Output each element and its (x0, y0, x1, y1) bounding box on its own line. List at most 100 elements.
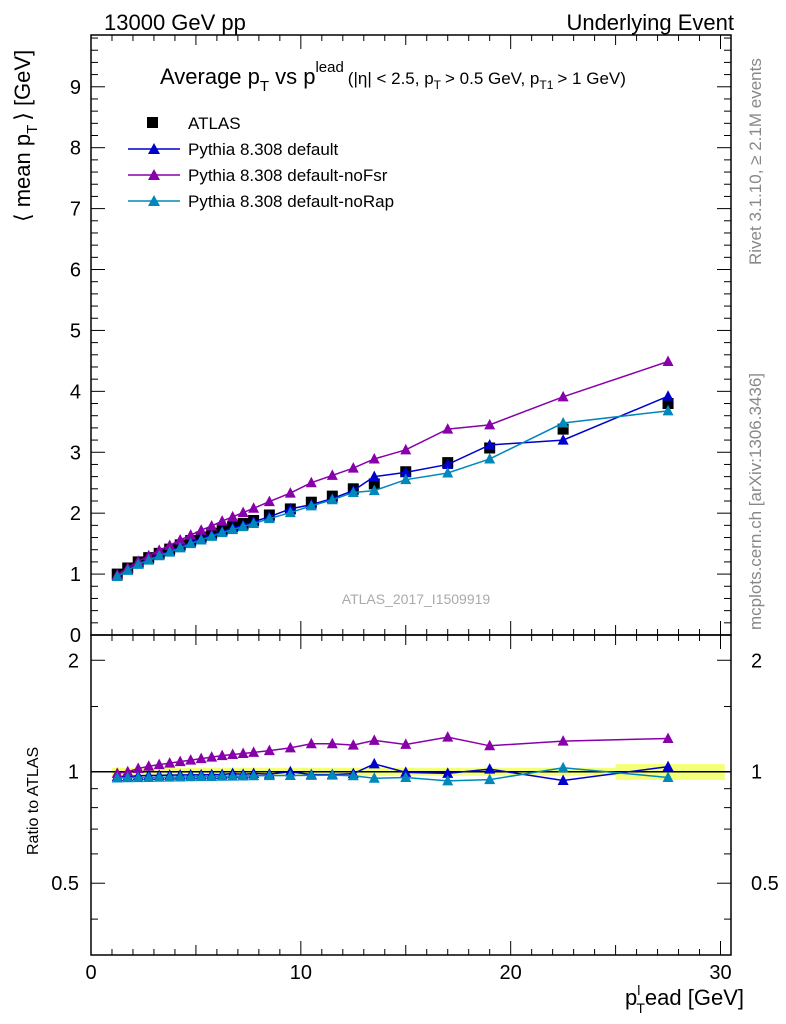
data-point-norap (185, 537, 197, 549)
data-point-norap (347, 486, 359, 497)
x-tick-label: 30 (709, 962, 731, 984)
y-label-unit: ⟩ [GeV] (10, 50, 35, 121)
title-cuts-sub-t1: T1 (539, 78, 553, 92)
ratio-point-nofsr (263, 744, 275, 756)
legend-label-norap: Pythia 8.308 default-noRap (188, 192, 394, 211)
main-y-tick-label: 9 (70, 77, 81, 99)
data-point-norap (442, 466, 454, 478)
main-axis-ticks (90, 35, 731, 636)
data-point-nofsr (368, 452, 380, 464)
ratio-point-nofsr (305, 737, 317, 749)
ratio-y-axis-label: Ratio to ATLAS (25, 747, 42, 855)
ratio-point-norap (662, 771, 674, 782)
title-cuts-sub-t: T (434, 78, 442, 92)
ratio-point-norap (122, 771, 134, 783)
data-point-norap (248, 517, 260, 529)
ratio-point-nofsr (662, 732, 674, 743)
ratio-point-default (484, 763, 496, 774)
ratio-point-norap (484, 773, 496, 785)
data-point-norap (305, 499, 317, 511)
ratio-series-layer (111, 731, 674, 786)
title-cuts-3: > 1 GeV) (557, 69, 626, 88)
ratio-point-norap (185, 770, 197, 782)
y-label-text: ⟨ mean p (10, 134, 35, 222)
ratio-point-norap (237, 769, 249, 781)
main-y-tick-label: 5 (70, 320, 81, 342)
legend: ATLAS Pythia 8.308 default Pythia 8.308 … (128, 114, 394, 211)
ratio-point-nofsr (153, 758, 165, 770)
x-tick-label: 10 (290, 962, 312, 984)
main-y-tick-label: 2 (70, 503, 81, 525)
title-sup-lead: lead (315, 59, 343, 76)
ratio-y-tick-labels: 0.5 0.5 1 1 2 2 (51, 650, 779, 895)
data-point-norap (111, 570, 123, 582)
ratio-point-nofsr (143, 760, 155, 771)
ratio-point-nofsr (132, 762, 144, 774)
legend-marker-nofsr (148, 169, 160, 180)
main-y-tick-label: 4 (70, 381, 81, 403)
data-point-norap (662, 404, 674, 416)
ratio-point-nofsr (206, 751, 218, 762)
x-tick-labels: 0 10 20 30 (85, 962, 731, 984)
rivet-version-label: Rivet 3.1.10, ≥ 2.1M events (746, 58, 765, 265)
main-y-tick-labels: 0 1 2 3 4 5 6 7 8 9 (70, 77, 81, 647)
ratio-point-nofsr (442, 731, 454, 742)
title-main: Average p (160, 64, 260, 89)
ratio-y-tick-label: 1 (68, 762, 79, 784)
main-y-tick-label: 6 (70, 260, 81, 282)
series-line-default (116, 395, 669, 577)
ratio-point-nofsr (164, 757, 176, 768)
ratio-point-norap (248, 769, 260, 781)
ratio-point-nofsr (237, 747, 249, 759)
legend-marker-atlas (147, 117, 158, 128)
ratio-point-norap (206, 770, 218, 781)
ratio-point-nofsr (185, 754, 197, 765)
ratio-point-default (442, 767, 454, 778)
ratio-point-nofsr (400, 738, 412, 749)
x-tick-label: 0 (85, 962, 96, 984)
ratio-point-nofsr (248, 746, 260, 757)
ratio-point-norap (263, 769, 275, 781)
ratio-point-norap (227, 770, 239, 781)
data-point-nofsr (305, 476, 317, 488)
data-point-nofsr (174, 533, 186, 545)
x-tick-label: 20 (500, 962, 522, 984)
ratio-point-norap (326, 769, 338, 780)
data-point-norap (400, 473, 412, 485)
data-point-norap (368, 484, 380, 496)
data-point-norap (284, 506, 296, 518)
main-y-tick-label: 8 (70, 138, 81, 160)
data-point-default (484, 438, 496, 450)
data-point-norap (237, 520, 249, 532)
data-point-nofsr (442, 423, 454, 434)
ratio-point-nofsr (284, 741, 296, 753)
data-point-atlas (662, 398, 674, 410)
ratio-axis-ticks (90, 635, 731, 955)
x-label-sub: T (636, 1000, 645, 1016)
ratio-point-norap (164, 771, 176, 782)
ratio-point-nofsr (484, 739, 496, 751)
main-series-layer (111, 355, 674, 582)
x-axis-label: pl Tead [GeV] (625, 982, 744, 1016)
data-point-nofsr (662, 355, 674, 366)
ratio-point-nofsr (122, 765, 134, 777)
ratio-point-nofsr (174, 755, 186, 767)
ratio-point-norap (442, 774, 454, 786)
ratio-y-tick-label-right: 1 (751, 762, 762, 784)
data-point-atlas (368, 478, 380, 490)
header-process-label: Underlying Event (566, 10, 734, 35)
ratio-point-nofsr (216, 749, 228, 761)
ratio-y-tick-label-right: 0.5 (751, 873, 779, 895)
legend-label-default: Pythia 8.308 default (188, 140, 339, 159)
y-label-sub: T (24, 125, 41, 134)
ratio-y-tick-label: 0.5 (51, 873, 79, 895)
series-line-norap (116, 410, 669, 578)
data-point-nofsr (557, 390, 569, 402)
data-point-default (662, 390, 674, 401)
main-y-tick-label: 7 (70, 199, 81, 221)
data-point-norap (143, 554, 155, 565)
data-point-norap (195, 533, 207, 545)
data-point-norap (557, 417, 569, 428)
data-point-nofsr (347, 462, 359, 473)
data-point-norap (164, 546, 176, 557)
